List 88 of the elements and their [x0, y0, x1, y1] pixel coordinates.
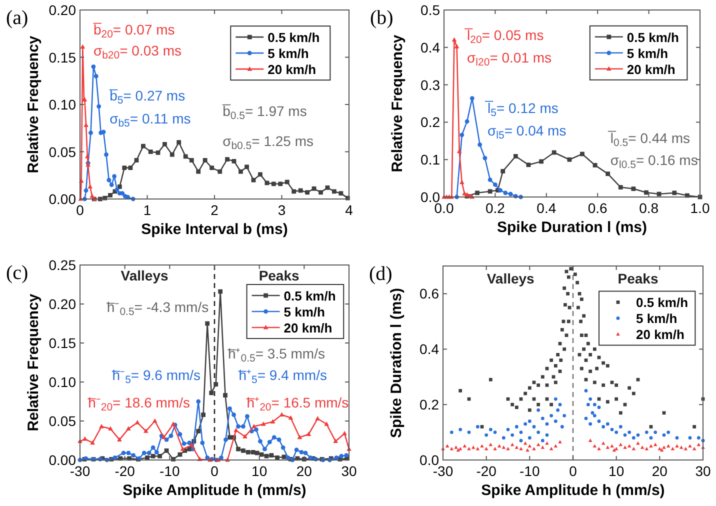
legend-label: 0.5 km/h — [636, 295, 688, 310]
legend-label: 20 km/h — [626, 62, 676, 77]
x-tick-label: 4 — [345, 202, 354, 218]
y-tick-label: 0.2 — [420, 396, 440, 413]
x-tick-label: 0 — [76, 202, 84, 218]
x-tick-label: -20 — [114, 463, 136, 479]
x-axis-title: Spike Amplitude h (mm/s) — [122, 482, 306, 499]
y-axis-title: Relative Frequency — [25, 293, 42, 432]
annotation: σ$_{l5}$= 0.04 ms — [488, 122, 566, 142]
legend-label: 20 km/h — [284, 320, 332, 336]
y-tick-label: 0.6 — [420, 286, 440, 302]
x-axis-title: Spike Amplitude h (mm/s) — [481, 482, 665, 499]
y-tick-label: 0.5 — [420, 2, 440, 18]
y-tick-label: 0.05 — [48, 413, 76, 429]
y-tick-label: 0.15 — [48, 49, 76, 66]
annotation: l̅$_{5}$= 0.12 ms — [484, 100, 558, 119]
x-axis-title: Spike Interval b (ms) — [141, 221, 288, 238]
y-tick-label: 0.4 — [420, 39, 440, 56]
y-tick-label: 0.4 — [420, 341, 440, 358]
x-tick-label: -10 — [160, 463, 180, 479]
y-tick-label: 0.0 — [420, 452, 440, 468]
x-tick-label: 20 — [296, 463, 312, 479]
annotation: σ$_{l20}$= 0.01 ms — [467, 49, 552, 68]
y-tick-label: 0.2 — [420, 114, 440, 130]
annotation: σ$_{b0.5}$= 1.25 ms — [222, 133, 314, 152]
y-axis-title: Relative Frequency — [25, 35, 42, 174]
annotation: l̅$_{20}$= 0.05 ms — [464, 26, 544, 46]
y-tick-label: 0.1 — [420, 152, 440, 168]
legend-label: 5 km/h — [626, 46, 668, 61]
legend-label: 20 km/h — [636, 327, 684, 342]
legend-label: 0.5 km/h — [626, 30, 680, 45]
x-tick-label: 1 — [143, 202, 152, 218]
y-tick-label: 0.3 — [420, 76, 440, 93]
annotation: σ$_{b5}$= 0.11 ms — [110, 110, 191, 130]
y-tick-label: 0.20 — [48, 2, 76, 18]
annotation: Peaks — [258, 268, 300, 284]
annotation: Valleys — [120, 268, 169, 284]
x-tick-label: 2 — [210, 202, 219, 218]
x-tick-label: -20 — [476, 463, 497, 479]
legend-label: 0.5 km/h — [268, 30, 320, 46]
annotation: h̅⁺$_{20}$= 16.5 mm/s — [245, 394, 349, 414]
y-tick-label: 0.00 — [48, 452, 76, 468]
annotation: b̅$_{20}$= 0.07 ms — [92, 22, 175, 40]
annotation: σ$_{l0.5}$= 0.16 ms — [610, 152, 698, 171]
annotation: h̅⁻$_{0.5}$= -4.3 mm/s — [106, 298, 209, 318]
chart-title: (d) — [369, 263, 392, 285]
y-tick-label: 0.15 — [48, 335, 76, 351]
y-tick-label: 0.10 — [48, 96, 76, 112]
legend-label: 0.5 km/h — [284, 288, 336, 304]
legend-label: 20 km/h — [268, 62, 316, 78]
x-tick-label: 1.0 — [690, 200, 710, 216]
x-tick-label: 0 — [569, 463, 578, 479]
y-tick-label: 0.00 — [48, 191, 76, 207]
x-tick-label: 0.8 — [639, 200, 659, 216]
chart-title: (a) — [6, 7, 28, 29]
y-tick-label: 0.10 — [48, 374, 76, 390]
annotation: σ$_{b20}$= 0.03 ms — [93, 42, 182, 62]
annotation: Valleys — [486, 270, 535, 286]
legend-label: 5 km/h — [284, 304, 326, 320]
y-tick-label: 0.25 — [48, 257, 76, 273]
x-tick-label: 3 — [278, 202, 286, 218]
x-tick-label: 10 — [608, 463, 624, 479]
x-tick-label: 30 — [695, 463, 711, 479]
annotation: h̅⁻$_{20}$= 18.6 mm/s — [86, 394, 190, 414]
x-axis-title: Spike Duration l (ms) — [496, 219, 648, 236]
x-tick-label: 30 — [341, 463, 357, 479]
y-axis-title: Relative Frequency — [389, 34, 406, 172]
x-tick-label: -10 — [520, 463, 540, 479]
x-tick-label: 0.2 — [485, 200, 506, 216]
chart-title: (c) — [6, 262, 28, 284]
annotation: Peaks — [618, 270, 658, 286]
legend-label: 5 km/h — [636, 311, 678, 326]
x-tick-label: 10 — [252, 463, 268, 479]
annotation: h̅⁺$_{0.5}$= 3.5 mm/s — [226, 346, 325, 364]
y-axis-title: Spike Duration l (ms) — [388, 288, 405, 438]
y-tick-label: 0.20 — [48, 296, 76, 312]
annotation: b̅$_{5}$= 0.27 ms — [108, 88, 186, 106]
y-tick-label: 0.05 — [48, 144, 76, 160]
x-tick-label: 20 — [652, 463, 668, 479]
annotation: h̅⁺$_{5}$= 9.4 mm/s — [237, 367, 327, 386]
x-tick-label: 0.4 — [536, 200, 556, 216]
annotation: h̅⁻$_{5}$= 9.6 mm/s — [110, 367, 201, 386]
legend-label: 5 km/h — [268, 46, 309, 62]
annotation: b̅$_{0.5}$= 1.97 ms — [222, 102, 307, 122]
chart-title: (b) — [370, 7, 394, 29]
x-tick-label: 0 — [210, 463, 219, 479]
annotation: l̅$_{0.5}$= 0.44 ms — [607, 130, 690, 149]
x-tick-label: 0.6 — [588, 200, 608, 216]
